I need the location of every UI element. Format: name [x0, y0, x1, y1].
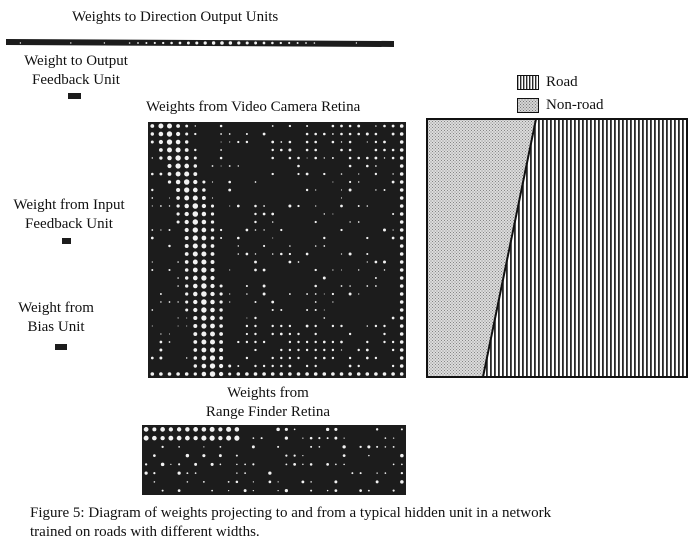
video-retina-weights [148, 122, 406, 378]
bias-weight [55, 344, 67, 350]
caption-line-1: Figure 5: Diagram of weights projecting … [30, 505, 552, 521]
road-swatch [517, 75, 539, 90]
road-legend-label: Road [546, 74, 578, 90]
figure-caption: Figure 5: Diagram of weights projecting … [30, 504, 680, 542]
output-feedback-label: Weight to Output Feedback Unit [24, 53, 128, 88]
video-retina-label: Weights from Video Camera Retina [146, 99, 361, 115]
road-diagram [426, 118, 688, 378]
range-finder-weights [142, 425, 406, 495]
range-finder-label: Weights from Range Finder Retina [205, 385, 331, 420]
input-feedback-weight [62, 238, 71, 244]
bias-label: Weight from Bias Unit [18, 300, 94, 335]
input-feedback-label: Weight from Input Feedback Unit [13, 197, 125, 232]
direction-output-label: Weights to Direction Output Units [72, 9, 279, 25]
direction-output-weights [6, 39, 394, 47]
nonroad-region [427, 119, 536, 377]
caption-line-2: trained on roads with different widths. [30, 524, 260, 540]
road-region [483, 119, 687, 377]
nonroad-swatch [517, 98, 539, 113]
output-feedback-weight [68, 93, 81, 99]
nonroad-legend-label: Non-road [546, 97, 604, 113]
